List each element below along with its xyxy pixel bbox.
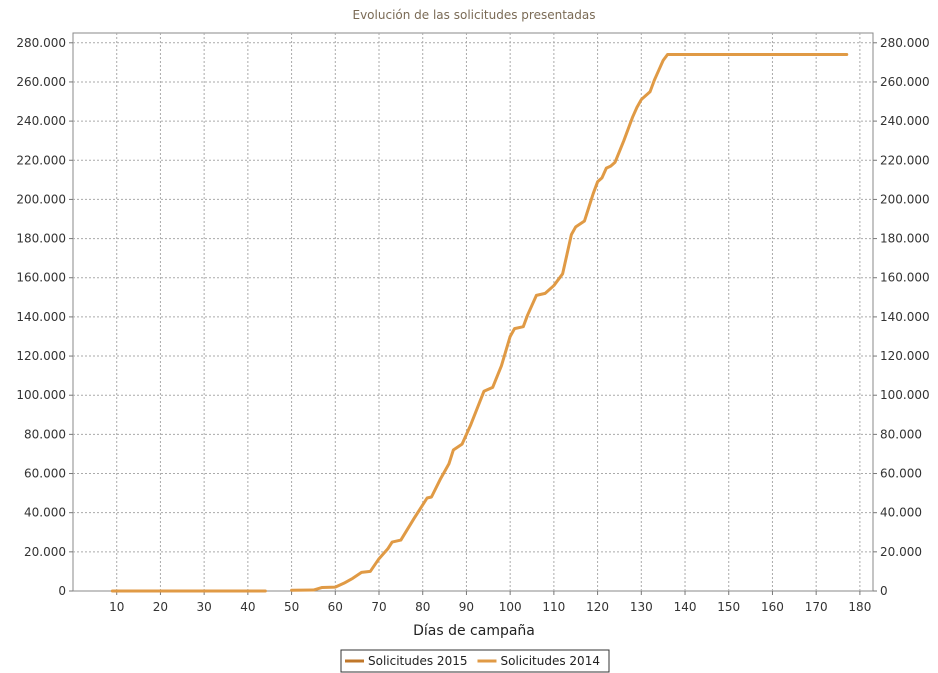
x-tick-label: 50	[284, 600, 299, 614]
y-tick-label-left: 80.000	[24, 427, 66, 441]
y-tick-label-left: 280.000	[16, 36, 66, 50]
y-tick-label-right: 80.000	[880, 427, 922, 441]
y-tick-label-right: 0	[880, 584, 888, 598]
legend-label-0: Solicitudes 2015	[368, 654, 467, 668]
y-tick-label-left: 0	[58, 584, 66, 598]
x-tick-label: 30	[197, 600, 212, 614]
y-tick-label-right: 220.000	[880, 153, 930, 167]
y-tick-label-right: 160.000	[880, 271, 930, 285]
x-tick-label: 80	[415, 600, 430, 614]
y-tick-label-right: 120.000	[880, 349, 930, 363]
series-line-1	[110, 53, 849, 593]
x-tick-label: 130	[630, 600, 653, 614]
x-tick-label: 110	[542, 600, 565, 614]
y-tick-label-left: 160.000	[16, 271, 66, 285]
y-tick-label-left: 140.000	[16, 310, 66, 324]
x-tick-label: 160	[761, 600, 784, 614]
y-tick-label-left: 260.000	[16, 75, 66, 89]
chart-title: Evolución de las solicitudes presentadas	[353, 8, 596, 22]
x-tick-label: 120	[586, 600, 609, 614]
y-tick-label-left: 120.000	[16, 349, 66, 363]
y-tick-label-right: 200.000	[880, 192, 930, 206]
y-tick-label-left: 220.000	[16, 153, 66, 167]
y-tick-label-left: 20.000	[24, 545, 66, 559]
y-tick-label-right: 140.000	[880, 310, 930, 324]
legend-box	[340, 649, 610, 673]
x-tick-label: 90	[459, 600, 474, 614]
y-tick-label-right: 240.000	[880, 114, 930, 128]
x-tick-label: 70	[371, 600, 386, 614]
y-tick-label-left: 40.000	[24, 506, 66, 520]
x-tick-label: 60	[328, 600, 343, 614]
axes: 10 20 30 40 50 60 70 80 90 100 110 120 130 140 150 160 1…	[16, 36, 929, 614]
y-tick-label-right: 260.000	[880, 75, 930, 89]
legend-label-1: Solicitudes 2014	[500, 654, 599, 668]
x-axis-label: Días de campaña	[413, 623, 535, 639]
x-tick-label: 20	[153, 600, 168, 614]
y-tick-label-left: 100.000	[16, 388, 66, 402]
y-tick-label-right: 40.000	[880, 506, 922, 520]
x-tick-label: 180	[848, 600, 871, 614]
x-tick-label: 40	[240, 600, 255, 614]
grid-lines	[73, 33, 873, 591]
x-tick-label: 170	[805, 600, 828, 614]
y-tick-label-right: 20.000	[880, 545, 922, 559]
x-tick-label: 150	[717, 600, 740, 614]
x-tick-label: 10	[109, 600, 124, 614]
legend: Solicitudes 2015 Solicitudes 2014	[340, 649, 610, 673]
y-tick-label-right: 280.000	[880, 36, 930, 50]
y-tick-label-left: 60.000	[24, 467, 66, 481]
plot-area	[72, 32, 874, 592]
y-tick-label-left: 180.000	[16, 232, 66, 246]
x-tick-label: 100	[499, 600, 522, 614]
y-tick-label-left: 200.000	[16, 192, 66, 206]
series-layer	[110, 53, 849, 593]
x-tick-label: 140	[674, 600, 697, 614]
y-tick-label-right: 60.000	[880, 467, 922, 481]
y-tick-label-right: 180.000	[880, 232, 930, 246]
y-tick-label-left: 240.000	[16, 114, 66, 128]
y-tick-label-right: 100.000	[880, 388, 930, 402]
